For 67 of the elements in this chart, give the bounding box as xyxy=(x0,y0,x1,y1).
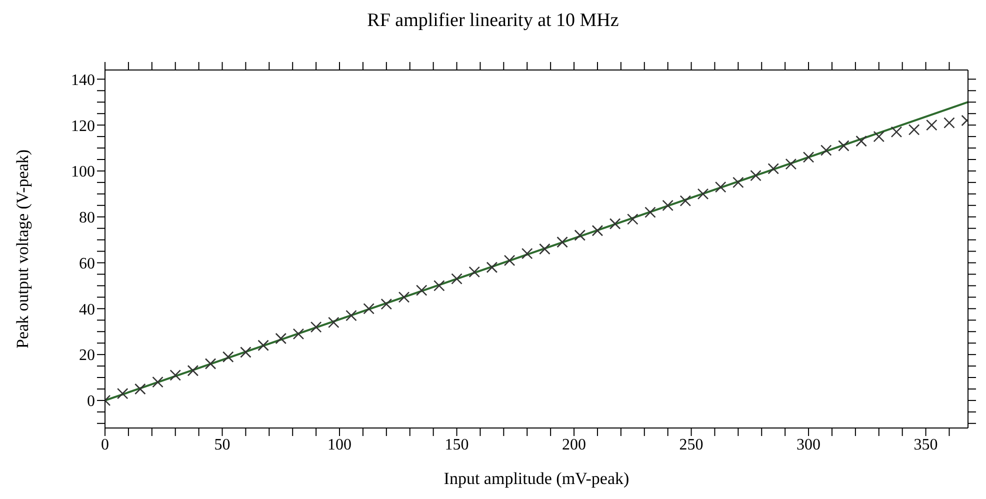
point xyxy=(416,284,428,296)
y-tick-label: 140 xyxy=(71,72,95,89)
x-tick-label: 200 xyxy=(562,436,586,454)
point xyxy=(275,332,287,344)
point xyxy=(240,346,252,358)
point xyxy=(187,364,199,376)
point xyxy=(820,144,832,156)
y-tick-label: 120 xyxy=(71,118,95,135)
point xyxy=(574,230,586,241)
point xyxy=(170,370,182,381)
point xyxy=(468,266,480,278)
point xyxy=(627,214,638,225)
point xyxy=(434,280,445,292)
point xyxy=(926,119,938,131)
x-tick-label: 350 xyxy=(914,436,938,454)
x-tick-label: 250 xyxy=(679,436,704,454)
y-tick-label: 40 xyxy=(79,301,95,318)
point xyxy=(802,152,814,163)
point xyxy=(873,130,885,142)
y-axis-title: Peak output voltage (V-peak) xyxy=(13,149,32,349)
point xyxy=(768,163,780,174)
x-tick-label: 50 xyxy=(214,436,230,454)
point xyxy=(838,140,850,152)
point xyxy=(116,388,128,400)
point xyxy=(152,376,164,388)
point xyxy=(486,262,498,274)
point xyxy=(380,298,392,310)
point xyxy=(222,351,234,363)
point xyxy=(680,195,692,206)
x-tick-label: 300 xyxy=(796,436,821,454)
point xyxy=(346,310,357,322)
point xyxy=(785,158,797,170)
point xyxy=(398,292,410,303)
y-tick-label: 80 xyxy=(79,210,95,227)
y-tick-label: 100 xyxy=(71,164,95,181)
x-axis-title: Input amplitude (mV-peak) xyxy=(444,469,630,488)
point xyxy=(451,273,462,284)
point xyxy=(310,321,322,333)
point xyxy=(556,236,568,248)
point xyxy=(204,358,216,370)
point xyxy=(328,316,340,328)
point xyxy=(890,126,902,138)
point xyxy=(592,224,604,236)
point xyxy=(908,124,920,136)
point xyxy=(662,200,674,212)
point xyxy=(258,340,269,352)
point xyxy=(521,248,533,260)
point xyxy=(134,383,146,395)
x-tick-label: 150 xyxy=(444,436,469,454)
y-tick-label: 60 xyxy=(79,255,95,272)
y-tick-label: 20 xyxy=(79,347,95,364)
point xyxy=(732,176,744,188)
point xyxy=(856,135,867,147)
x-tick-label: 100 xyxy=(328,436,352,454)
point xyxy=(539,243,550,255)
x-tick-label: 0 xyxy=(101,436,109,454)
point xyxy=(644,206,656,218)
point xyxy=(504,254,516,266)
chart-title: RF amplifier linearity at 10 MHz xyxy=(366,9,620,33)
point xyxy=(609,218,621,230)
point xyxy=(697,188,709,200)
point xyxy=(750,170,762,182)
point xyxy=(714,181,726,193)
point xyxy=(292,328,304,340)
point xyxy=(363,303,374,314)
point xyxy=(944,117,955,128)
y-tick-label: 0 xyxy=(87,393,95,410)
